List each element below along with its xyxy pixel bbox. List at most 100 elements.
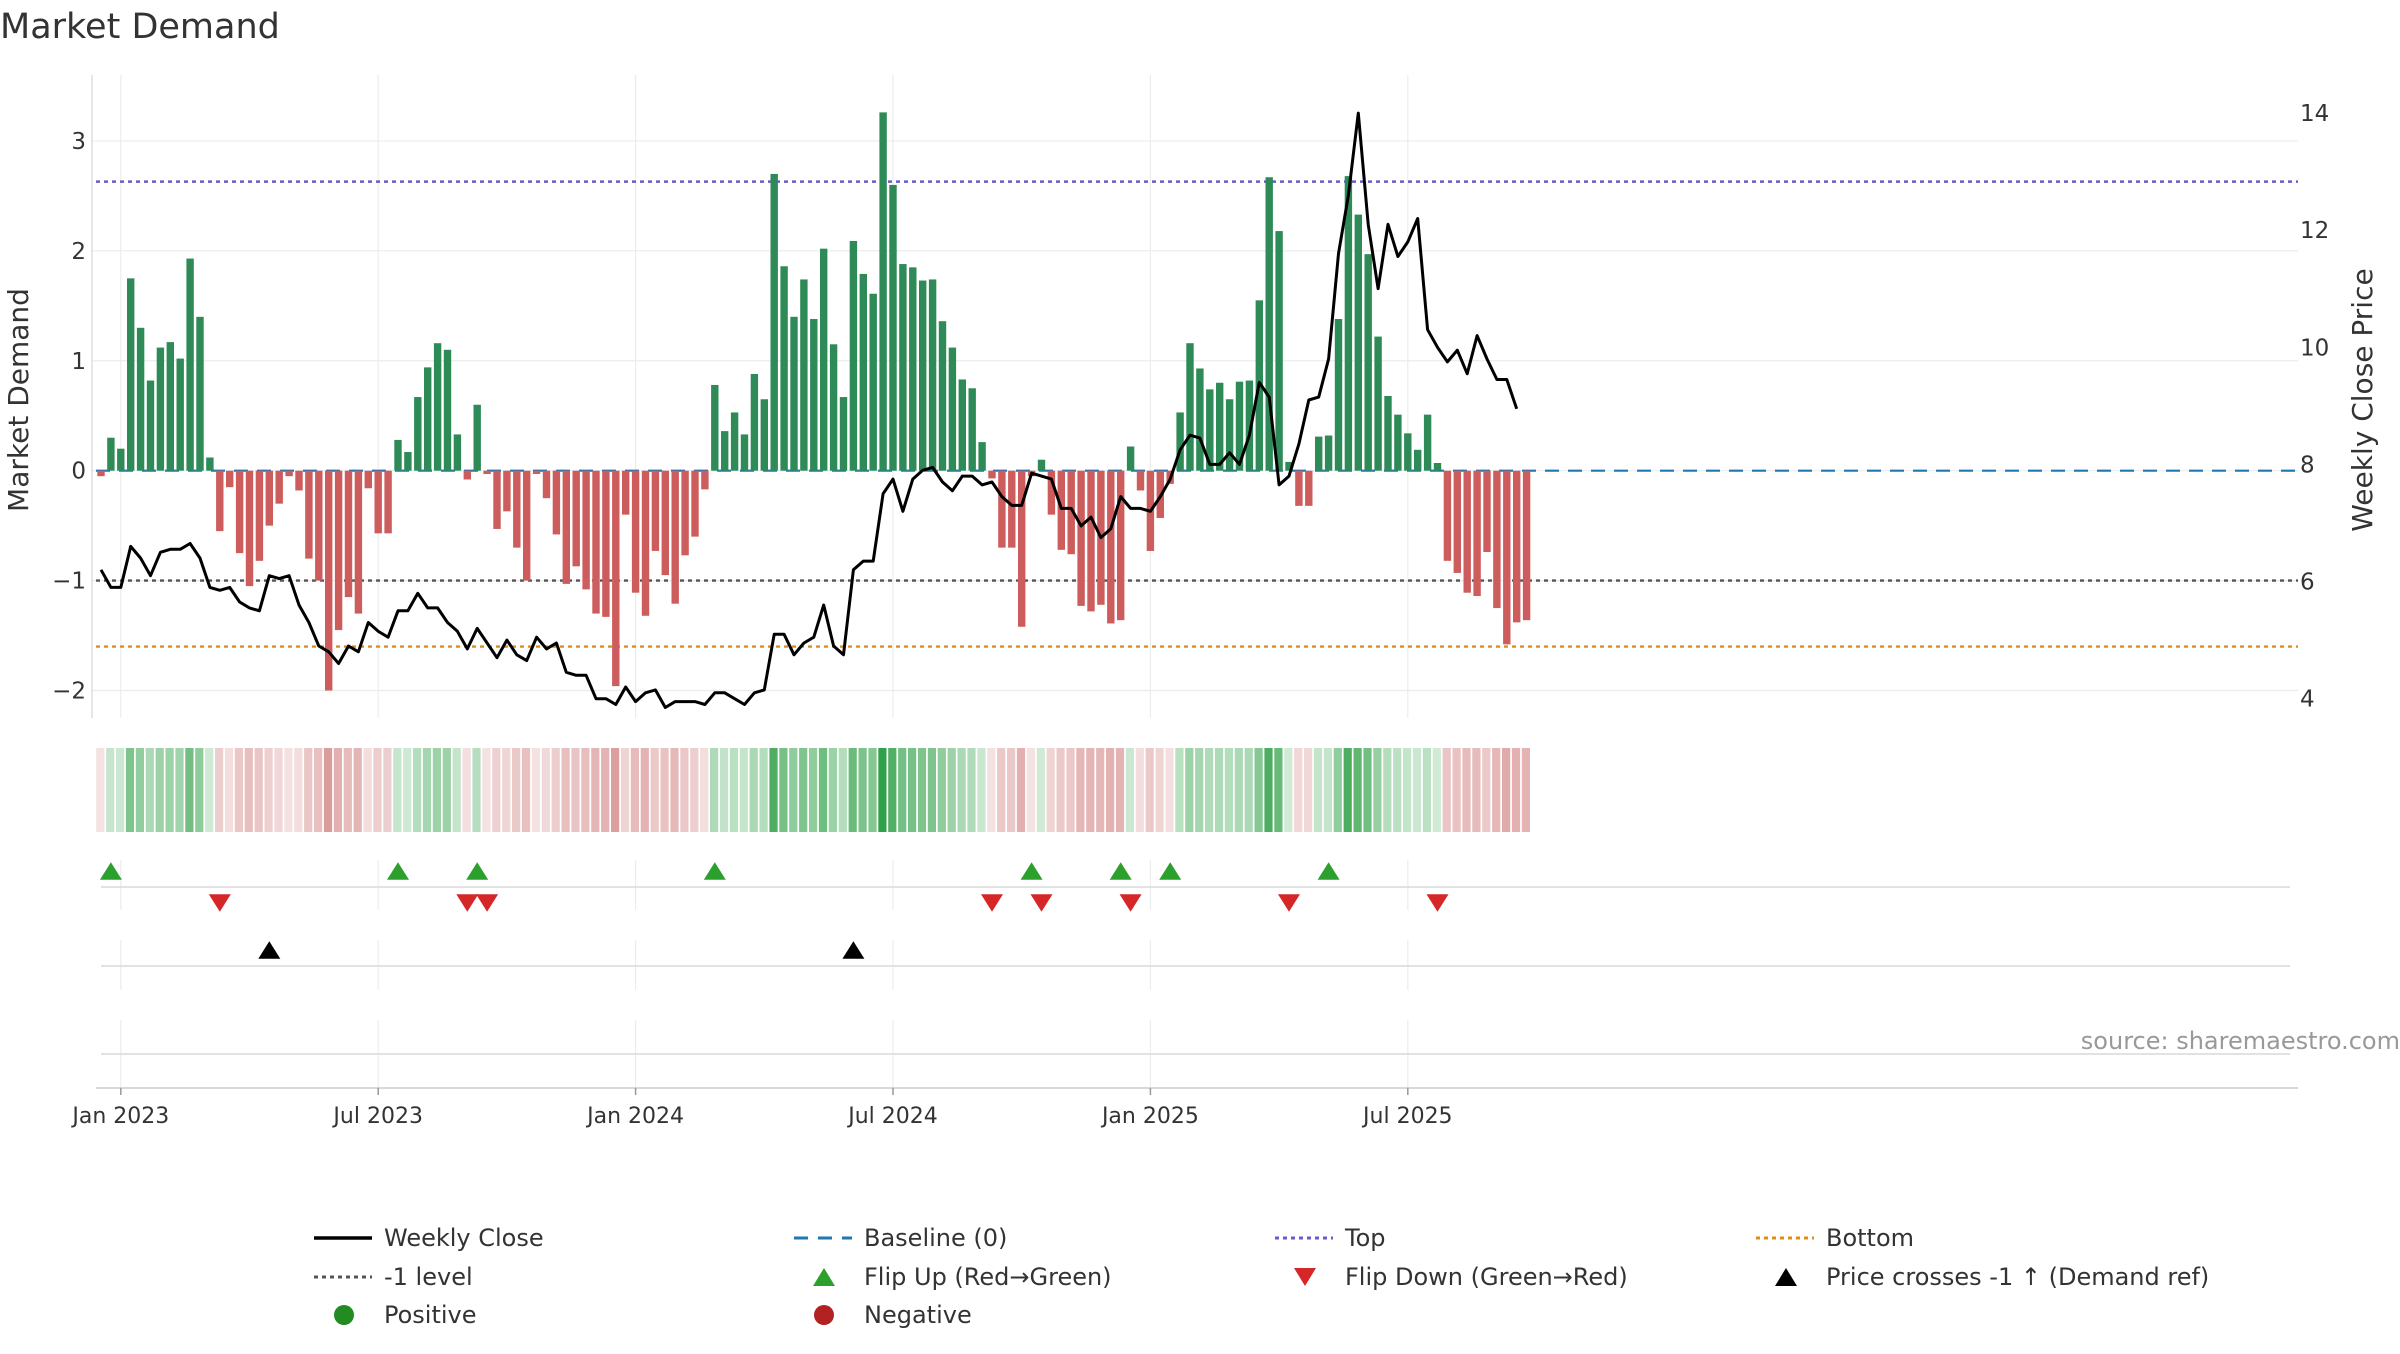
heat-cell: [917, 748, 927, 832]
heat-cell: [521, 748, 531, 832]
heat-cell: [294, 748, 303, 832]
flip-up-marker: [703, 862, 726, 880]
heat-cell: [383, 748, 392, 832]
x-tick-label: Jul 2025: [1361, 1104, 1453, 1129]
heat-cell: [1403, 748, 1412, 832]
demand-bar: [1126, 446, 1135, 471]
heat-cell: [601, 748, 610, 832]
demand-bar: [1295, 470, 1303, 506]
heat-cell: [323, 748, 333, 832]
heat-cell: [135, 748, 144, 832]
flip-down-marker: [981, 894, 1003, 912]
demand-bar: [156, 347, 165, 471]
demand-bar: [1235, 381, 1244, 471]
heat-cell: [363, 748, 372, 832]
heat-cell: [106, 748, 115, 832]
y-right-tick-label: 10: [2300, 335, 2329, 361]
demand-bar: [1285, 461, 1293, 471]
demand-bar: [760, 399, 768, 471]
heat-cell: [630, 748, 639, 832]
heat-cell: [620, 748, 630, 832]
heat-cell: [561, 748, 570, 832]
signal-markers: [99, 862, 2290, 1055]
x-tick-label: Jan 2023: [70, 1104, 169, 1129]
demand-bar: [483, 470, 491, 474]
demand-bar: [1117, 470, 1125, 621]
heat-cell: [1432, 748, 1441, 832]
demand-heat-strip: [96, 748, 1530, 832]
y-left-tick-label: 1: [71, 349, 86, 375]
heat-cell: [333, 748, 342, 832]
heat-cell: [1294, 748, 1303, 832]
legend-label: Flip Down (Green→Red): [1345, 1263, 1628, 1291]
demand-bar: [938, 321, 947, 471]
y-left-tick-label: 2: [71, 239, 86, 265]
heat-cell: [284, 748, 293, 832]
demand-bar: [463, 470, 471, 480]
legend-label: Bottom: [1826, 1224, 1914, 1252]
demand-bar: [602, 470, 610, 617]
demand-bar: [1354, 214, 1362, 471]
y-left-tick-label: −1: [52, 569, 86, 595]
demand-bar: [1344, 176, 1353, 471]
heat-cell: [422, 748, 432, 832]
demand-bar: [909, 267, 917, 471]
demand-bar: [701, 470, 709, 490]
demand-bar: [1245, 380, 1254, 471]
heat-cell: [660, 748, 669, 832]
legend-label: Weekly Close: [384, 1224, 544, 1252]
demand-bar: [631, 470, 640, 593]
heat-cell: [868, 748, 877, 832]
heat-cell: [908, 748, 917, 832]
demand-bar: [424, 367, 432, 471]
demand-bar: [275, 470, 283, 504]
demand-bar: [978, 442, 986, 471]
legend-label: Flip Up (Red→Green): [864, 1263, 1112, 1291]
heat-cell: [571, 748, 580, 832]
demand-bar: [1216, 382, 1224, 471]
chart-title: Market Demand: [0, 7, 280, 47]
legend-label: Positive: [384, 1301, 477, 1329]
demand-bar: [295, 470, 303, 491]
heat-cell: [1353, 748, 1362, 832]
demand-bar: [1018, 470, 1026, 627]
heat-cell: [1462, 748, 1471, 832]
heat-cell: [1472, 748, 1481, 832]
legend-item: Weekly Close: [314, 1224, 544, 1252]
heat-cell: [195, 748, 204, 832]
heat-cell: [1304, 748, 1313, 832]
demand-bar: [117, 448, 125, 471]
demand-bar: [1047, 470, 1056, 515]
demand-bar: [1513, 470, 1521, 623]
demand-bar: [800, 279, 808, 471]
demand-bar: [641, 470, 650, 616]
x-tick-label: Jan 2025: [1100, 1104, 1199, 1129]
demand-bar: [681, 470, 689, 556]
demand-bar: [869, 293, 877, 471]
heat-cell: [987, 748, 996, 832]
heat-cell: [1383, 748, 1392, 832]
legend-label: Negative: [864, 1301, 972, 1329]
heat-cell: [1511, 748, 1521, 832]
demand-bar: [730, 412, 739, 471]
demand-bar: [1463, 470, 1471, 593]
demand-bar: [928, 279, 937, 471]
demand-bar: [433, 343, 442, 471]
demand-bar: [721, 431, 729, 471]
demand-bar: [572, 470, 580, 567]
demand-bar: [1334, 319, 1343, 471]
heat-cell: [1165, 748, 1174, 832]
demand-bar: [1364, 254, 1372, 471]
heat-cell: [1264, 748, 1273, 832]
demand-bar: [839, 397, 848, 471]
demand-bars: [97, 112, 1531, 691]
y-right-tick-label: 4: [2300, 687, 2315, 713]
heat-cell: [1452, 748, 1461, 832]
demand-bar: [532, 470, 541, 474]
demand-bar: [1107, 470, 1115, 624]
y-left-tick-label: 3: [71, 129, 86, 155]
heat-cell: [769, 748, 778, 832]
demand-bar: [265, 470, 273, 526]
legend-item: Negative: [814, 1301, 972, 1329]
